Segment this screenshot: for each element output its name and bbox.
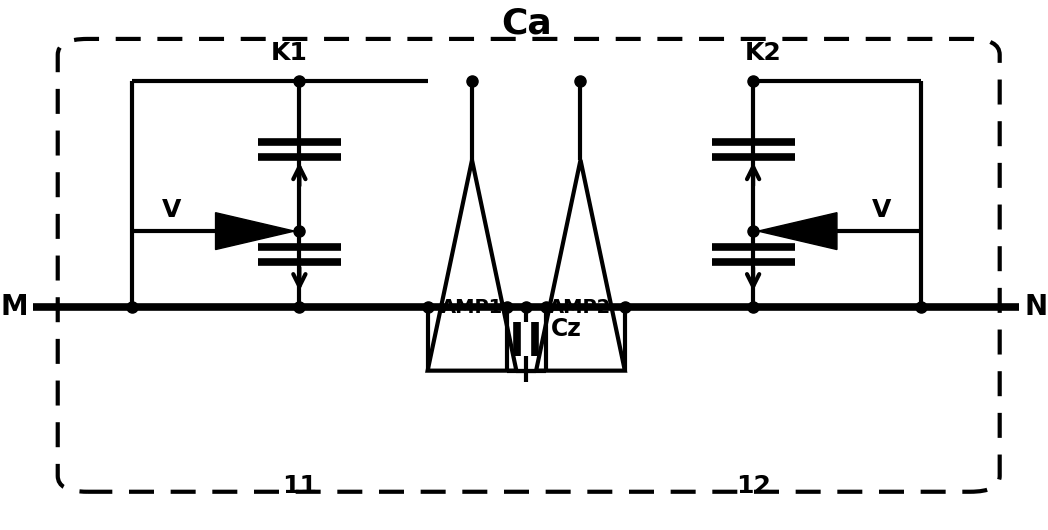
Polygon shape [216, 213, 294, 250]
Text: AMP2: AMP2 [549, 298, 612, 317]
Text: V: V [161, 198, 181, 222]
Text: M: M [0, 294, 28, 322]
Text: N: N [1024, 294, 1048, 322]
Text: 12: 12 [736, 474, 770, 499]
FancyBboxPatch shape [58, 39, 1000, 492]
Polygon shape [758, 213, 837, 250]
Text: 11: 11 [282, 474, 316, 499]
Text: K2: K2 [744, 41, 782, 65]
Text: K1: K1 [271, 41, 308, 65]
Text: Cz: Cz [551, 316, 582, 340]
Text: Ca: Ca [501, 6, 551, 40]
Text: AMP1: AMP1 [441, 298, 503, 317]
Text: V: V [872, 198, 891, 222]
